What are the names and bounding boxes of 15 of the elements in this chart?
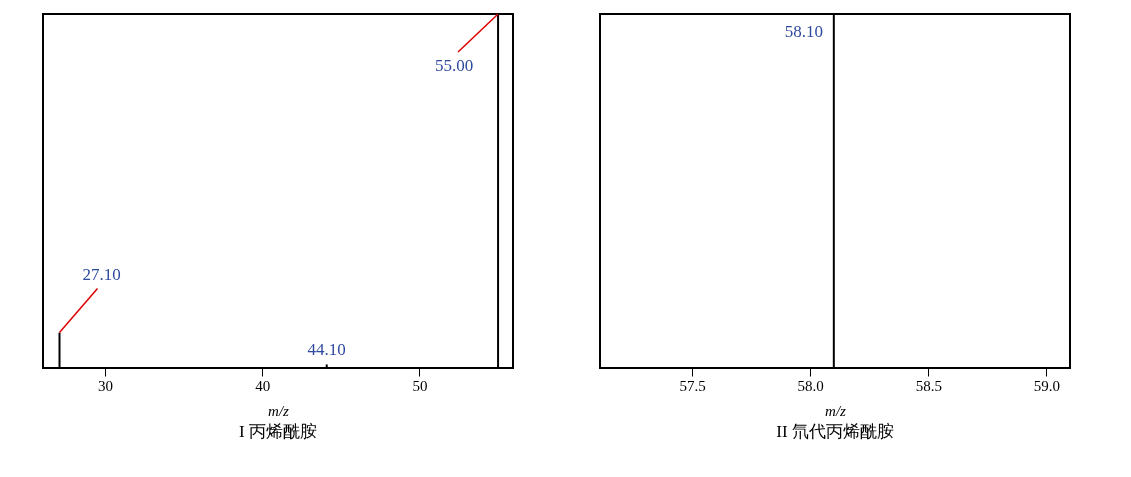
annotation: 58.10 (784, 22, 823, 41)
x-tick-label: 58.5 (915, 377, 942, 394)
x-tick-label: 30 (98, 377, 114, 394)
annotation: 44.10 (307, 340, 346, 360)
x-axis-title: m/z (268, 402, 290, 419)
text: I 丙烯酰胺 (239, 422, 317, 441)
x-tick-label: 59.0 (1033, 377, 1061, 394)
annotation: 27.10 (82, 264, 121, 284)
annotation: 55.00 (434, 56, 474, 75)
x-axis-title: m/z (825, 402, 847, 419)
x-tick-label: 50 (412, 377, 428, 394)
x-tick-label: 57.5 (679, 377, 706, 394)
x-tick-label: 40 (255, 377, 271, 394)
text: II 氘代丙烯酰胺 (776, 422, 894, 441)
x-tick-label: 58.0 (797, 377, 824, 394)
